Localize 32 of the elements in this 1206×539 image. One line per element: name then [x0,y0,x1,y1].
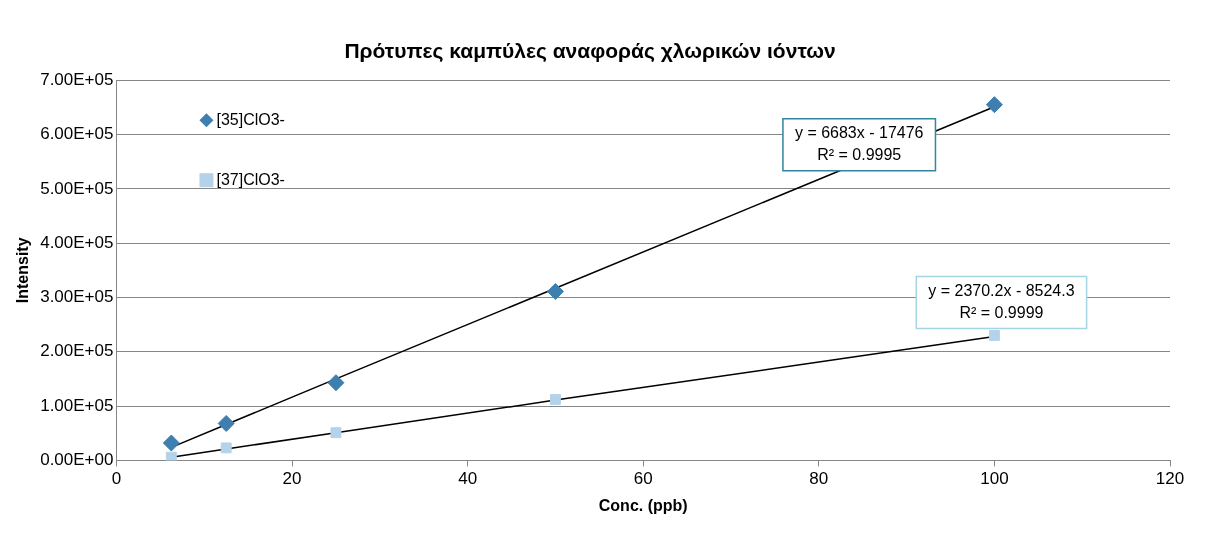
point [988,330,1000,341]
annotation: y = 6683x - 17476 R² = 0.9995 [794,124,924,164]
y-axis-title: Intensity [14,237,32,304]
y-tick-label: 4.00E+05 [40,232,114,252]
y-tick-label: 3.00E+05 [40,287,114,307]
point [165,451,177,461]
annotation: y = 2370.2x - 8524.3 R² = 0.9999 [928,282,1075,322]
x-tick-label: 60 [633,469,653,489]
point [327,374,345,392]
x-tick-label: 40 [458,469,478,489]
x-tick-label: 0 [111,469,122,489]
y-tick-label: 2.00E+05 [40,341,114,361]
x-tick-label: 120 [1155,469,1185,489]
x-axis-title: Conc. (ppb) [598,496,688,514]
x-tick-label: 100 [980,469,1009,489]
x-tick-label: 20 [282,469,302,489]
point [549,394,561,406]
y-tick-label: 5.00E+05 [40,178,114,198]
y-tick-label: 6.00E+05 [40,124,114,144]
y-tick-label: 1.00E+05 [40,395,114,415]
legend-label: [37]ClO3- [216,170,285,188]
point [220,442,232,454]
x-tick-label: 80 [809,469,829,489]
y-tick-label: 7.00E+05 [40,69,114,89]
point [162,434,180,452]
point [546,282,564,300]
legend-label: [35]ClO3- [216,110,285,128]
y-tick-label: 0.00E+00 [40,450,114,470]
point [985,96,1003,114]
chart-title: Πρότυπες καμπύλες αναφοράς χλωρικών ιόντων [344,39,836,64]
point [330,427,342,439]
point [217,414,235,432]
